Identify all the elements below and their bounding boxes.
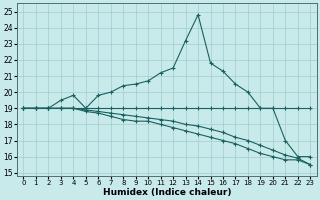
X-axis label: Humidex (Indice chaleur): Humidex (Indice chaleur) bbox=[103, 188, 231, 197]
